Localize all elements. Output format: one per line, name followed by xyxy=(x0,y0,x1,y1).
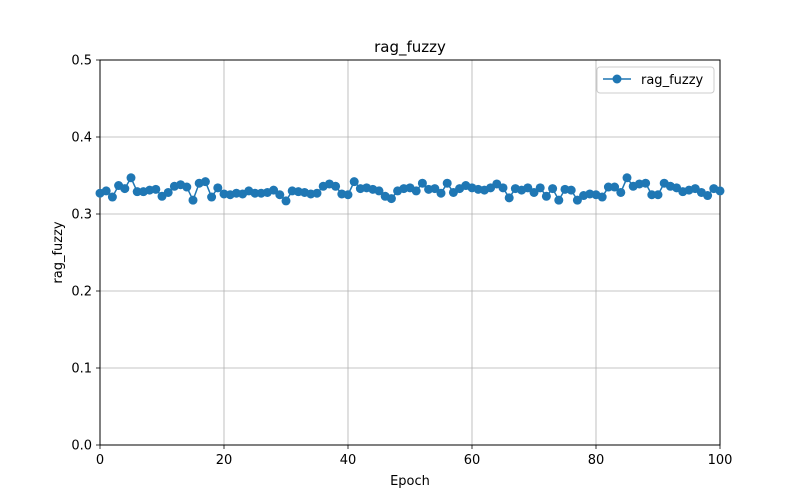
data-point xyxy=(548,184,558,194)
data-point xyxy=(616,187,626,197)
data-point xyxy=(107,192,117,202)
data-point xyxy=(275,190,285,200)
series-layer xyxy=(95,173,725,206)
data-point xyxy=(523,183,533,193)
y-tick-label: 0.1 xyxy=(71,362,92,377)
data-point xyxy=(163,187,173,197)
data-point xyxy=(622,173,632,183)
data-point xyxy=(430,184,440,194)
data-point xyxy=(529,187,539,197)
y-tick-label: 0.2 xyxy=(71,285,92,300)
data-point xyxy=(715,186,725,196)
legend-box xyxy=(596,66,715,94)
data-point xyxy=(610,182,620,192)
data-point xyxy=(535,183,545,193)
data-point xyxy=(182,182,192,192)
axis-ticks: 0 20 40 60 80 100 0.0 0.1 0.2 0.3 0.4 0.5 xyxy=(71,54,732,469)
data-point xyxy=(603,182,613,192)
data-point xyxy=(566,185,576,195)
y-tick-label: 0.3 xyxy=(71,208,92,223)
data-point xyxy=(442,178,452,188)
data-point xyxy=(653,190,663,200)
legend-marker xyxy=(612,74,622,84)
data-point xyxy=(343,190,353,200)
data-point xyxy=(312,188,322,198)
chart-title: rag_fuzzy xyxy=(374,38,446,57)
data-point xyxy=(504,193,514,203)
x-tick-label: 20 xyxy=(216,453,233,468)
data-point xyxy=(101,186,111,196)
data-point xyxy=(200,177,210,187)
plot-frame xyxy=(99,59,721,446)
data-point xyxy=(411,186,421,196)
data-point xyxy=(374,186,384,196)
x-tick-label: 40 xyxy=(340,453,357,468)
x-tick-label: 0 xyxy=(96,453,104,468)
data-point xyxy=(554,195,564,205)
data-point xyxy=(647,190,657,200)
data-point xyxy=(541,191,551,201)
data-point xyxy=(207,192,217,202)
data-point xyxy=(188,195,198,205)
x-tick-label: 80 xyxy=(588,453,605,468)
x-tick-label: 60 xyxy=(464,453,481,468)
data-point xyxy=(703,191,713,201)
data-point xyxy=(151,184,161,194)
data-point xyxy=(597,192,607,202)
x-axis-title: Epoch xyxy=(390,474,430,489)
data-point xyxy=(498,183,508,193)
data-point xyxy=(417,178,427,188)
data-point xyxy=(213,183,223,193)
x-tick-label: 100 xyxy=(708,453,733,468)
data-point xyxy=(250,188,260,198)
y-tick-label: 0.5 xyxy=(71,54,92,69)
legend: rag_fuzzy xyxy=(596,66,715,94)
data-point xyxy=(572,195,582,205)
data-point xyxy=(281,196,291,206)
y-tick-label: 0.4 xyxy=(71,131,92,146)
data-point xyxy=(331,181,341,191)
y-axis-title: rag_fuzzy xyxy=(51,221,66,284)
data-point xyxy=(126,173,136,183)
data-point xyxy=(132,187,142,197)
data-point xyxy=(436,188,446,198)
grid xyxy=(99,59,721,446)
data-point xyxy=(349,177,359,187)
series-0 xyxy=(95,173,725,206)
data-point xyxy=(386,194,396,204)
legend-label: rag_fuzzy xyxy=(641,73,704,88)
y-tick-label: 0.0 xyxy=(71,439,92,454)
data-point xyxy=(641,178,651,188)
data-point xyxy=(120,184,130,194)
data-point xyxy=(269,185,279,195)
